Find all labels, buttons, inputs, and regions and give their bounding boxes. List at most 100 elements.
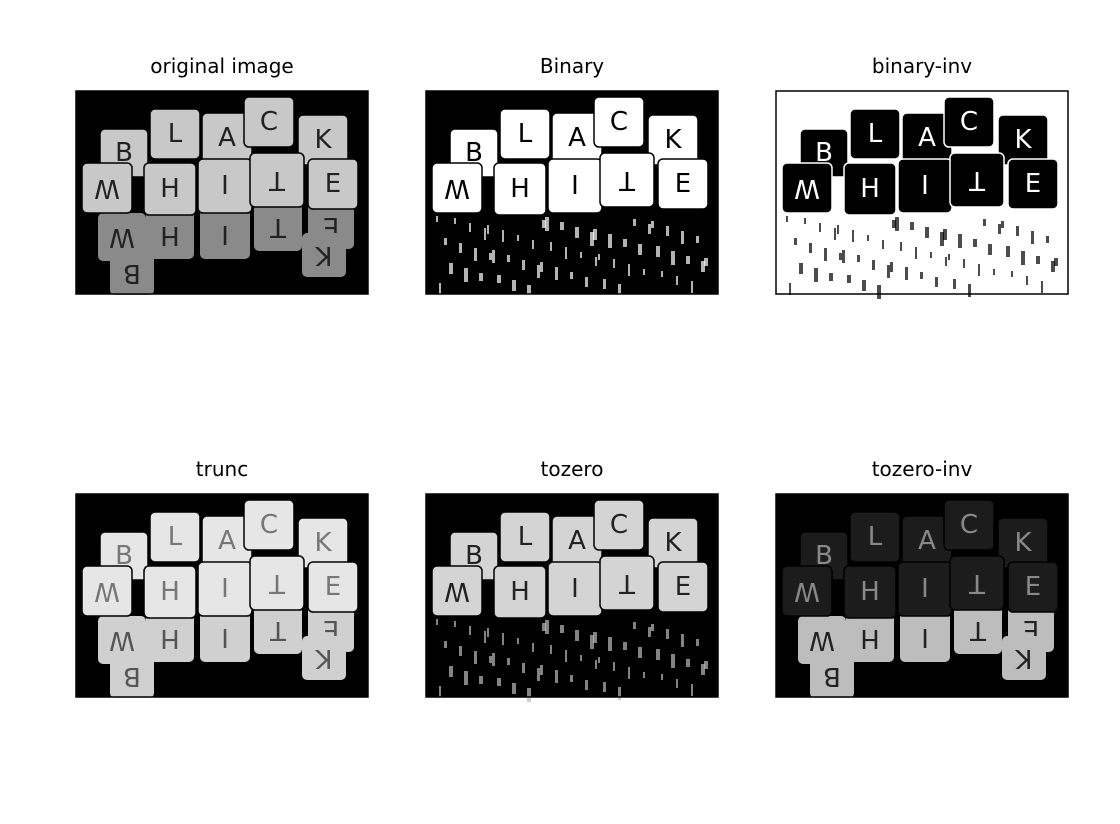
noise [613,259,615,268]
die-reflection [110,654,154,698]
noise [963,259,965,268]
noise [895,217,899,231]
noise [474,248,477,261]
die-letter: K [1014,528,1032,558]
die-letter: E [1025,572,1041,602]
die [431,162,483,214]
noise [474,651,477,664]
noise [958,234,962,248]
die [781,162,833,214]
noise [1021,251,1025,265]
image-frame [75,90,369,295]
noise [593,229,597,240]
die-letter: W [94,576,120,606]
die-letter: I [921,171,929,201]
noise [794,238,797,245]
noise [804,218,806,224]
noise [786,216,788,222]
die-letter: B [815,138,833,168]
die-reflection [146,614,194,662]
die-letter: E [675,572,691,602]
noise [696,236,699,243]
noise [590,635,594,649]
die [781,565,833,617]
noise [444,238,447,245]
noise [872,260,875,270]
die-letter: L [518,522,533,552]
noise [1031,231,1034,244]
noise [691,684,693,696]
noise [978,264,980,276]
die-letter: C [260,107,278,137]
die [499,511,551,563]
noise [993,269,995,275]
noise [517,235,519,241]
die-letter: W [809,625,835,655]
die-reflection [98,213,146,261]
die-reflection [254,606,302,654]
noise [638,244,642,255]
noise [930,252,932,258]
noise [686,659,690,667]
die-letter: T [970,615,987,645]
noise [704,661,708,669]
die-reflection [846,614,894,662]
die [843,162,897,216]
noise [555,670,558,683]
die-letter: K [314,528,332,558]
die [249,152,305,208]
die-reflection [98,616,146,664]
noise [925,227,929,238]
die-letter: E [325,572,341,602]
noise [608,637,612,651]
noise [920,272,923,279]
die-letter: T [269,165,286,195]
noise [555,267,558,280]
die-letter: K [1015,643,1033,673]
noise [882,240,884,249]
die-reflection [146,211,194,259]
image-frame [425,90,719,295]
die-letter: I [221,171,229,201]
die-letter: K [664,125,682,155]
die [849,511,901,563]
noise [479,273,483,281]
noise [842,250,845,263]
noise [887,265,890,278]
die-letter: T [269,568,286,598]
die-letter: I [221,219,229,249]
noise [487,628,489,637]
panel: B L AC K W H I T E [425,90,719,299]
noise [676,679,678,688]
die-letter: W [109,625,135,655]
die-letter: H [860,174,880,204]
panel-title: tozero [541,457,604,481]
noise [618,284,621,297]
die-letter: H [510,174,530,204]
noise [454,621,456,627]
die-reflection [302,233,346,277]
noise [968,284,971,297]
image-frame [775,90,1069,295]
die-letter: L [868,522,883,552]
noise [565,247,567,259]
noise [527,688,531,702]
die-letter: T [270,615,287,645]
noise [857,255,860,262]
noise [1016,226,1019,236]
noise [671,251,675,265]
noise [945,257,947,266]
die-letter: I [221,574,229,604]
noise [512,683,516,694]
noise [935,277,938,287]
noise [436,216,438,222]
die-letter: B [115,541,133,571]
die-letter: I [921,622,929,652]
die [599,152,655,208]
noise [540,665,543,675]
noise [489,253,492,260]
noise [829,273,833,281]
die-letter: L [168,522,183,552]
noise [613,662,615,671]
